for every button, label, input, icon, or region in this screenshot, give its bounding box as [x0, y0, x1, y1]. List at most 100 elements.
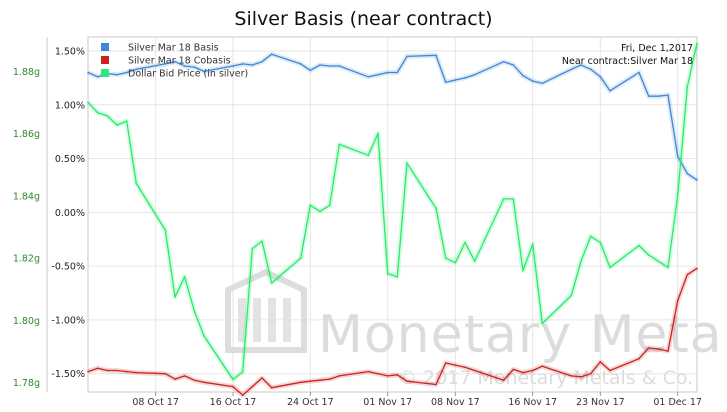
series-1-line [87, 53, 698, 181]
series-1-point [174, 60, 176, 63]
series-1-point [96, 76, 99, 78]
series-1-point [512, 64, 515, 66]
series-1-point [338, 65, 341, 67]
series-1-point [464, 77, 466, 79]
series-2-point [609, 369, 611, 372]
series-2-point [676, 299, 679, 302]
y-left-tick-label: 1.78g [13, 378, 40, 389]
series-2-point [251, 385, 254, 388]
series-3-point [203, 335, 205, 337]
legend-label: Dollar Bid Price (in silver) [128, 69, 248, 80]
series-3-point [241, 371, 244, 373]
series-3-point [570, 294, 573, 297]
series-3-point [696, 42, 698, 44]
series-3-point [174, 296, 176, 298]
series-3-point [406, 162, 408, 164]
series-3-point [135, 182, 138, 185]
series-3 [86, 42, 700, 382]
series-2-point [309, 380, 312, 383]
series-3-point [106, 115, 109, 117]
series-3-point [686, 86, 689, 88]
y-right-tick-label: 0.50% [55, 154, 85, 165]
series-2 [87, 266, 699, 398]
watermark-brand: Monetary Metals [318, 305, 727, 365]
series-1-point [241, 63, 244, 65]
series-2-point [241, 394, 244, 397]
series-1-point [609, 90, 611, 92]
series-3-point [647, 254, 650, 256]
series-1-point [657, 95, 660, 97]
y-right-tick-label: 1.00% [55, 100, 85, 111]
series-1-point [125, 71, 128, 74]
watermark-logo-bar [253, 298, 261, 342]
series-1-point [589, 68, 592, 71]
series-2-point [116, 369, 118, 372]
series-2-point [522, 371, 524, 374]
series-1-point [580, 64, 582, 66]
series-1-point [686, 172, 689, 175]
series-1-point [116, 73, 118, 76]
series-3-point [367, 154, 370, 157]
series-1-point [183, 65, 186, 67]
series-2-point [174, 378, 176, 380]
legend-swatch [101, 43, 109, 51]
watermark: Monetary Metals© 2017 Monetary Metals & … [225, 268, 727, 389]
series-1-point [435, 54, 437, 57]
info-date: Fri, Dec 1,2017 [621, 43, 693, 54]
x-tick-label: 01 Dec 17 [653, 397, 702, 408]
series-1-point [164, 63, 167, 65]
info-contract: Near contract:Silver Mar 18 [562, 56, 693, 67]
series-1-point [328, 65, 331, 67]
series-1-point [599, 76, 602, 78]
watermark-logo-bar [283, 298, 291, 342]
series-1-point [232, 65, 234, 67]
series-3-point [541, 322, 544, 325]
series-1-point [473, 73, 476, 76]
series-1-point [676, 155, 679, 158]
legend-label: Silver Mar 18 Cobasis [128, 56, 231, 67]
series-3-point [396, 276, 399, 278]
series-2-point [531, 369, 534, 372]
series-1-point [270, 53, 273, 55]
legend-swatch [101, 56, 109, 64]
series-2-point [589, 372, 592, 375]
watermark-logo-bar [268, 298, 276, 342]
axes: 08 Oct 17 16 Oct 17 24 Oct 17 01 Nov 17 08 N… [13, 37, 702, 408]
x-tick-label: 16 Oct 17 [210, 397, 257, 408]
grid [87, 36, 698, 393]
legend-label: Silver Mar 18 Basis [128, 43, 219, 54]
series-3-point [377, 132, 379, 135]
series-2-point [377, 372, 379, 375]
series-2-point [638, 357, 640, 360]
series-2-point [135, 371, 138, 374]
series-1-point [251, 64, 254, 66]
series-1-point [319, 64, 321, 66]
series-1-point [522, 74, 524, 77]
series-2-point [696, 267, 698, 270]
series-3-point [309, 204, 312, 206]
y-right-tick-label: -1.50% [51, 369, 85, 380]
series-2-point [299, 381, 302, 384]
series-2-point [444, 362, 447, 364]
series-1-point [454, 79, 457, 81]
series-1-point [444, 81, 447, 83]
series-2-point [87, 370, 89, 373]
series-2-point [512, 368, 515, 371]
series-2-point [435, 383, 437, 386]
series-2-point [396, 374, 399, 376]
chart-title: Silver Basis (near contract) [234, 8, 493, 30]
series-2-point [570, 375, 573, 377]
series-1-point [570, 68, 573, 71]
series-3-point [319, 210, 321, 213]
series-1-point [386, 71, 389, 74]
series-3-point [522, 269, 524, 272]
series-2-point [125, 370, 128, 373]
series-1-point [647, 95, 650, 97]
series-1-point [406, 55, 408, 58]
series-2-point [232, 385, 234, 388]
series-3-point [164, 229, 167, 231]
series-3-point [464, 241, 466, 244]
series-2-point [183, 375, 186, 377]
series-3-point [512, 198, 515, 200]
